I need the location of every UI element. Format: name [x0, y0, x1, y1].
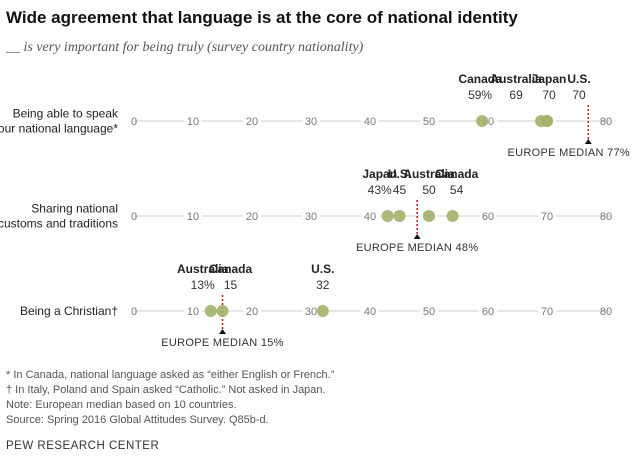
tick-label: 80	[600, 306, 612, 318]
median-label: EUROPE MEDIAN 77%	[508, 147, 630, 159]
tick-label: 20	[246, 211, 258, 223]
point-country-label: Canada	[435, 167, 479, 181]
tick-label: 60	[482, 211, 494, 223]
tick-label: 40	[364, 116, 376, 128]
tick-gap	[243, 209, 261, 223]
tick-gap	[479, 209, 497, 223]
tick-gap	[538, 209, 556, 223]
row-label: our national language*	[0, 122, 118, 136]
tick-label: 40	[364, 306, 376, 318]
tick-gap	[538, 304, 556, 318]
tick-label: 30	[305, 116, 317, 128]
tick-gap	[302, 304, 320, 318]
chart-title: Wide agreement that language is at the c…	[6, 8, 518, 27]
point-country-label: U.S.	[567, 72, 590, 86]
footnote-language: * In Canada, national language asked as …	[6, 369, 335, 381]
point-value-label: 32	[316, 278, 330, 292]
tick-gap	[184, 304, 202, 318]
point-value-label: 54	[450, 183, 464, 197]
row-label: customs and traditions	[0, 217, 118, 231]
row-label: Being a Christian†	[20, 304, 118, 318]
source-organization: PEW RESEARCH CENTER	[6, 440, 160, 452]
data-point	[216, 305, 229, 317]
tick-label: 50	[423, 306, 435, 318]
tick-gap	[479, 304, 497, 318]
point-country-label: U.S.	[388, 167, 411, 181]
tick-gap	[184, 209, 202, 223]
tick-gap	[361, 114, 379, 128]
median-arrow	[219, 329, 226, 334]
median-arrow	[584, 139, 592, 144]
tick-label: 30	[305, 211, 317, 223]
point-value-label: 70	[542, 88, 556, 102]
footnotes: * In Canada, national language asked as …	[6, 368, 334, 428]
point-country-label: U.S.	[311, 262, 334, 276]
tick-label: 20	[246, 116, 258, 128]
tick-gap	[302, 209, 320, 223]
footnote-source: Source: Spring 2016 Global Attitudes Sur…	[6, 414, 269, 426]
tick-label: 60	[482, 306, 494, 318]
tick-label: 70	[541, 211, 553, 223]
chart-subtitle: __ is very important for being truly (su…	[6, 40, 364, 55]
footnote-christian: † In Italy, Poland and Spain asked “Cath…	[6, 384, 326, 396]
point-value-label: 45	[393, 183, 407, 197]
tick-label: 80	[600, 116, 612, 128]
row-label: Being able to speak	[13, 107, 119, 121]
point-country-label: Canada	[209, 262, 253, 276]
tick-label: 0	[131, 116, 137, 128]
point-country-label: Australia	[490, 72, 542, 86]
median-arrow	[413, 234, 421, 239]
data-point	[393, 210, 406, 222]
tick-gap	[420, 114, 438, 128]
tick-label: 80	[600, 211, 612, 223]
data-point	[541, 115, 553, 127]
tick-gap	[243, 114, 261, 128]
data-point	[476, 115, 489, 127]
point-value-label: 69	[509, 88, 523, 102]
median-label: EUROPE MEDIAN 15%	[161, 337, 283, 349]
tick-label: 20	[246, 306, 258, 318]
data-point	[446, 210, 459, 222]
tick-gap	[243, 304, 261, 318]
tick-label: 10	[187, 116, 199, 128]
tick-label: 50	[423, 116, 435, 128]
point-value-label: 70	[572, 88, 586, 102]
data-point	[316, 305, 329, 317]
point-value-label: 59%	[468, 88, 492, 102]
point-value-label: 13%	[191, 278, 215, 292]
data-point	[204, 305, 217, 317]
point-country-label: Japan	[532, 72, 567, 86]
footnote-median: Note: European median based on 10 countr…	[6, 399, 237, 411]
data-point	[381, 210, 394, 222]
tick-label: 0	[131, 306, 137, 318]
point-value-label: 43%	[368, 183, 392, 197]
point-value-label: 15	[224, 278, 238, 292]
point-value-label: 50	[422, 183, 436, 197]
tick-label: 40	[364, 211, 376, 223]
tick-label: 10	[187, 211, 199, 223]
tick-gap	[302, 114, 320, 128]
tick-gap	[420, 304, 438, 318]
tick-label: 30	[305, 306, 317, 318]
tick-label: 70	[541, 306, 553, 318]
tick-label: 0	[131, 211, 137, 223]
point-country-label: Australia	[177, 262, 229, 276]
row-label: Sharing national	[31, 202, 118, 216]
data-point	[423, 210, 435, 222]
tick-label: 10	[187, 306, 199, 318]
point-country-label: Australia	[403, 167, 455, 181]
point-country-label: Japan	[362, 167, 397, 181]
tick-gap	[184, 114, 202, 128]
tick-gap	[361, 304, 379, 318]
tick-gap	[361, 209, 379, 223]
point-country-label: Canada	[458, 72, 502, 86]
median-label: EUROPE MEDIAN 48%	[356, 242, 478, 254]
